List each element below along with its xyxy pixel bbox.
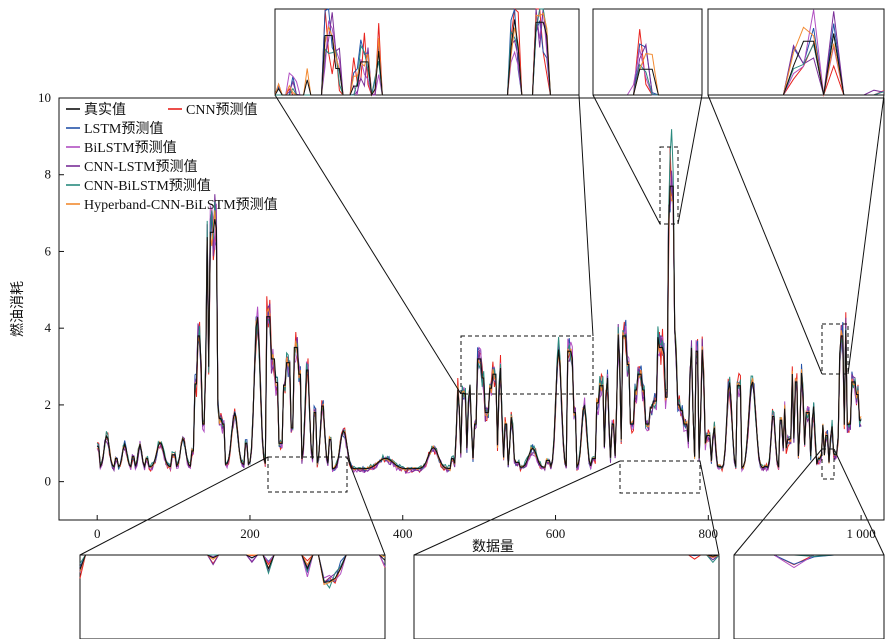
x-tick-label: 1 000 [846,526,875,541]
x-tick-label: 800 [699,526,719,541]
legend-label: CNN-BiLSTM预测值 [84,178,211,194]
legend-label: CNN预测值 [186,102,258,118]
y-tick-label: 2 [45,397,52,412]
inset-top-2 [592,8,703,96]
zoom-box-bottom-1 [267,456,348,493]
zoom-box-top-1 [460,335,594,395]
inset-line [596,68,702,96]
x-tick-label: 200 [240,526,260,541]
x-axis-label: 数据量 [472,539,514,555]
inset-lines [79,7,885,589]
x-tick-label: 0 [94,526,101,541]
series-line-5 [96,129,862,471]
legend-label: Hyperband-CNN-BiLSTM预测值 [84,197,278,213]
legend-label: LSTM预测值 [84,121,163,137]
series-line-1 [96,146,862,474]
series-line-2 [96,185,862,473]
zoom-box-bottom-2 [619,460,701,494]
x-tick-label: 600 [546,526,566,541]
inset-line [414,554,720,557]
zoom-box-top-2 [659,146,679,225]
zoom-overlays [79,8,885,639]
y-tick-label: 0 [45,474,52,489]
inset-bottom-3 [733,554,885,639]
y-tick-label: 8 [45,167,52,182]
series-lines [96,129,862,475]
legend: 真实值 CNN预测值 LSTM预测值 BiLSTM预测值 CNN-LSTM预测值 CNN-… [66,102,278,213]
inset-line [713,33,884,96]
zoom-box-top-3 [821,323,849,375]
inset-bottom-2 [413,554,720,639]
legend-label: CNN-LSTM预测值 [84,159,198,175]
inset-line [274,19,579,97]
series-line-0 [96,185,862,470]
series-line-6 [96,187,862,472]
axis-ticks: 0 200 400 600 800 1 000 0 2 4 6 8 10 [38,90,876,541]
legend-label: BiLSTM预测值 [84,140,177,156]
y-tick-label: 10 [38,90,51,105]
y-tick-label: 6 [45,243,52,258]
x-tick-label: 400 [393,526,413,541]
y-tick-label: 4 [45,320,52,335]
plot-frame [58,97,885,521]
inset-line [79,554,386,583]
legend-label: 真实值 [84,102,126,118]
y-axis-label: 燃油消耗 [9,281,26,337]
inset-bottom-1 [79,554,386,639]
